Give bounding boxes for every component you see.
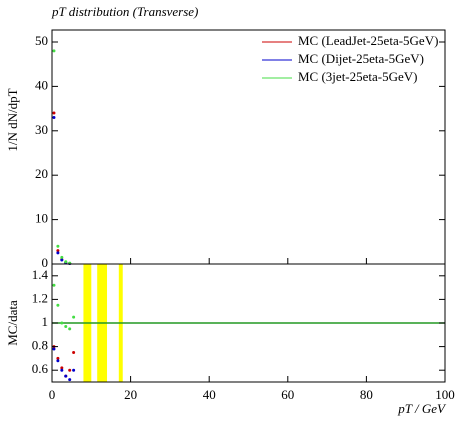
plot-frame — [51, 263, 446, 383]
data-point — [64, 325, 68, 329]
data-point — [72, 315, 76, 319]
y-tick-label: 10 — [35, 211, 48, 226]
legend-label: MC (Dijet-25eta-5GeV) — [298, 51, 424, 66]
data-point — [72, 351, 76, 354]
legend-label: MC (LeadJet-25eta-5GeV) — [298, 33, 438, 48]
y-tick-label: 40 — [35, 77, 48, 92]
data-point — [52, 111, 56, 115]
x-tick-label: 0 — [49, 387, 56, 402]
data-point — [56, 249, 60, 253]
data-point — [56, 359, 60, 363]
y-tick-label: 30 — [35, 122, 48, 137]
data-point — [52, 283, 56, 287]
x-tick-label: 60 — [281, 387, 294, 402]
data-point — [56, 356, 60, 360]
data-point — [56, 244, 60, 248]
y-tick-label: 0.8 — [32, 338, 48, 353]
x-tick-label: 80 — [360, 387, 373, 402]
y-tick-label: 1.4 — [32, 267, 49, 282]
data-point — [52, 49, 56, 53]
y-tick-label: 50 — [35, 33, 48, 48]
data-point — [60, 255, 64, 259]
data-point — [56, 303, 60, 307]
y-tick-label: 1 — [42, 314, 49, 329]
data-point — [52, 347, 56, 351]
data-point — [72, 368, 76, 372]
data-point — [52, 115, 56, 119]
data-point — [64, 260, 68, 264]
x-tick-label: 100 — [435, 387, 455, 402]
legend-label: MC (3jet-25eta-5GeV) — [298, 69, 418, 84]
data-point — [68, 327, 72, 331]
data-point — [60, 366, 64, 370]
y-tick-label: 20 — [35, 166, 48, 181]
x-axis-label: pT / GeV — [397, 401, 447, 416]
chart-title: pT distribution (Transverse) — [51, 4, 198, 19]
ratio-y-axis-label: MC/data — [5, 300, 20, 346]
data-point — [60, 368, 64, 372]
data-point — [60, 321, 64, 325]
y-tick-label: 0 — [42, 255, 49, 270]
y-tick-label: 1.2 — [32, 290, 48, 305]
data-point — [68, 368, 72, 372]
data-point — [64, 374, 68, 378]
data-point — [56, 251, 60, 255]
y-tick-label: 0.6 — [32, 361, 49, 376]
x-tick-label: 40 — [203, 387, 216, 402]
x-tick-label: 20 — [124, 387, 137, 402]
data-point — [68, 378, 72, 382]
data-point — [60, 258, 64, 262]
y-axis-label: 1/N dN/dpT — [5, 88, 20, 151]
